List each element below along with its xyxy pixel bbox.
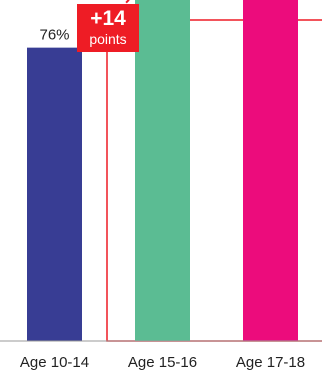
bars-layer — [27, 0, 298, 341]
category-label-3: Age 17-18 — [236, 354, 305, 371]
category-label-2: Age 15-16 — [128, 354, 197, 371]
category-label-1: Age 10-14 — [20, 354, 89, 371]
increase-badge: +14 points — [77, 4, 139, 52]
increase-badge-number: +14 — [77, 8, 139, 29]
bar-1 — [27, 48, 82, 341]
value-label-1: 76% — [39, 27, 69, 44]
bar-2 — [135, 0, 190, 341]
bar-3 — [243, 0, 298, 341]
increase-badge-text: points — [77, 32, 139, 46]
